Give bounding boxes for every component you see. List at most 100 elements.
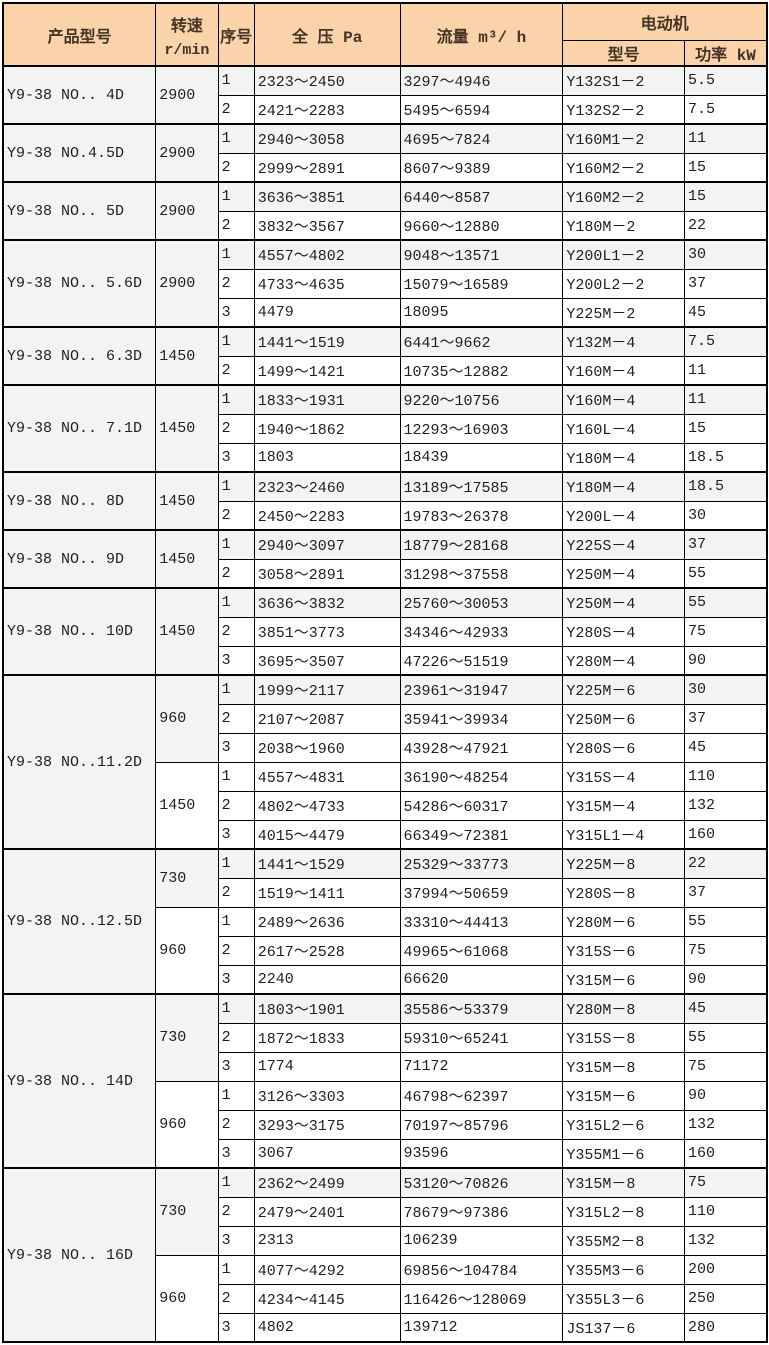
table-row: 3 3695～3507 47226～51519 Y280M－4 90 [3,645,768,676]
flow-cell: 15079～16589 [399,268,564,299]
table-header: 产品型号 转速 r/min 序号 全 压 Pa 流量 m³/ h 电动机 型号 … [2,2,768,67]
flow-cell: 43928～47921 [399,732,564,763]
flow-cell: 13189～17585 [399,471,564,502]
seq-cell: 1 [217,848,255,879]
seq-cell: 2 [217,935,255,966]
rpm-cell: 2900 [155,181,219,241]
seq-cell: 1 [217,674,255,705]
rpm-cell: 1450 [155,529,219,589]
product-cell: Y9-38 NO.4.5D [2,123,157,183]
table-row: Y9-38 NO.. 5.6D 2900 1 4557～4802 9048～13571 Y… [2,239,768,328]
pressure-cell: 2999～2891 [253,152,401,183]
table-row: Y9-38 NO.. 5D 2900 1 3636～3851 6440～8587 Y160… [2,181,768,241]
power-cell: 90 [684,645,768,676]
pressure-cell: 4557～4802 [253,239,401,270]
flow-cell: 54286～60317 [399,790,564,821]
flow-cell: 9660～12880 [399,210,564,241]
flow-cell: 66349～72381 [399,819,564,850]
seq-cell: 3 [217,1051,255,1082]
power-cell: 250 [684,1283,768,1314]
col-header-motor-model: 型号 [562,40,685,67]
flow-cell: 36190～48254 [399,761,564,792]
motor-model-cell: Y160M－4 [562,384,685,415]
pressure-cell: 2479～2401 [253,1196,401,1227]
seq-cell: 1 [217,1167,255,1198]
motor-model-cell: Y280M－6 [562,906,685,937]
motor-model-cell: Y132S2－2 [562,94,685,125]
pressure-cell: 3832～3567 [253,210,401,241]
pressure-cell: 2313 [253,1225,401,1256]
product-cell: Y9-38 NO.. 7.1D [2,384,157,473]
power-cell: 37 [684,529,768,560]
pressure-cell: 3636～3851 [253,181,401,212]
flow-cell: 12293～16903 [399,413,564,444]
flow-cell: 18095 [399,297,564,328]
seq-cell: 1 [217,1254,255,1285]
flow-cell: 3297～4946 [399,65,564,96]
pressure-cell: 2240 [253,964,401,995]
flow-cell: 93596 [399,1138,564,1169]
col-header-pressure: 全 压 Pa [253,2,401,67]
flow-cell: 71172 [399,1051,564,1082]
pressure-cell: 2940～3097 [253,529,401,560]
flow-cell: 139712 [399,1312,564,1343]
power-cell: 37 [684,877,768,908]
flow-cell: 4695～7824 [399,123,564,154]
pressure-cell: 4557～4831 [253,761,401,792]
pressure-cell: 3293～3175 [253,1109,401,1140]
seq-cell: 1 [217,587,255,618]
flow-cell: 8607～9389 [399,152,564,183]
flow-cell: 33310～44413 [399,906,564,937]
pressure-cell: 4015～4479 [253,819,401,850]
pressure-cell: 4802 [253,1312,401,1343]
flow-cell: 66620 [399,964,564,995]
flow-cell: 47226～51519 [399,645,564,676]
flow-cell: 35586～53379 [399,993,564,1024]
product-cell: Y9-38 NO.. 16D [2,1167,157,1343]
seq-cell: 2 [217,1283,255,1314]
seq-cell: 1 [217,471,255,502]
table-row: 1450 1 4557～4831 36190～48254 Y315S－4 110 [3,761,768,850]
motor-model-cell: Y160M－4 [562,355,685,386]
pressure-cell: 3067 [253,1138,401,1169]
pressure-cell: 2450～2283 [253,500,401,531]
table-row: Y9-38 NO..12.5D 730 1 1441～1529 25329～33773 Y… [2,848,768,995]
power-cell: 11 [684,384,768,415]
flow-cell: 69856～104784 [399,1254,564,1285]
rpm-cell: 1450 [155,326,219,386]
table-row: Y9-38 NO.. 4D 2900 1 2323～2450 3297～4946 Y132… [2,65,768,125]
table-row: 2 2479～2401 78679～97386 Y315L2－8 110 [3,1196,768,1227]
col-header-speed-label: 转速 [170,18,203,36]
flow-cell: 59310～65241 [399,1022,564,1053]
pressure-cell: 2323～2450 [253,65,401,96]
table-row: Y9-38 NO.. 6.3D 1450 1 1441～1519 6441～9662 Y1… [2,326,768,386]
motor-model-cell: Y315M－6 [562,964,685,995]
pressure-cell: 1441～1519 [253,326,401,357]
flow-cell: 116426～128069 [399,1283,564,1314]
power-cell: 30 [684,239,768,270]
motor-model-cell: Y315L2－6 [562,1109,685,1140]
product-cell: Y9-38 NO.. 5D [2,181,157,241]
power-cell: 30 [684,500,768,531]
pressure-cell: 4733～4635 [253,268,401,299]
motor-model-cell: Y315M－8 [562,1051,685,1082]
seq-cell: 1 [217,326,255,357]
power-cell: 200 [684,1254,768,1285]
header-row-1: 产品型号 转速 r/min 序号 全 压 Pa 流量 m³/ h 电动机 [2,2,768,67]
rpm-cell: 960 [155,1254,219,1343]
pressure-cell: 4802～4733 [253,790,401,821]
flow-cell: 37994～50659 [399,877,564,908]
rpm-cell: 1450 [155,471,219,531]
motor-model-cell: Y200L－4 [562,500,685,531]
seq-cell: 3 [217,732,255,763]
motor-model-cell: Y355L3－6 [562,1283,685,1314]
power-cell: 110 [684,1196,768,1227]
power-cell: 75 [684,1051,768,1082]
pressure-cell: 1803 [253,442,401,473]
table-row: 3 2313 106239 Y355M2－8 132 [3,1225,768,1256]
flow-cell: 106239 [399,1225,564,1256]
power-cell: 45 [684,297,768,328]
seq-cell: 2 [217,1196,255,1227]
flow-cell: 6441～9662 [399,326,564,357]
table-row: Y9-38 NO.. 9D 1450 1 2940～3097 18779～28168 Y2… [2,529,768,589]
